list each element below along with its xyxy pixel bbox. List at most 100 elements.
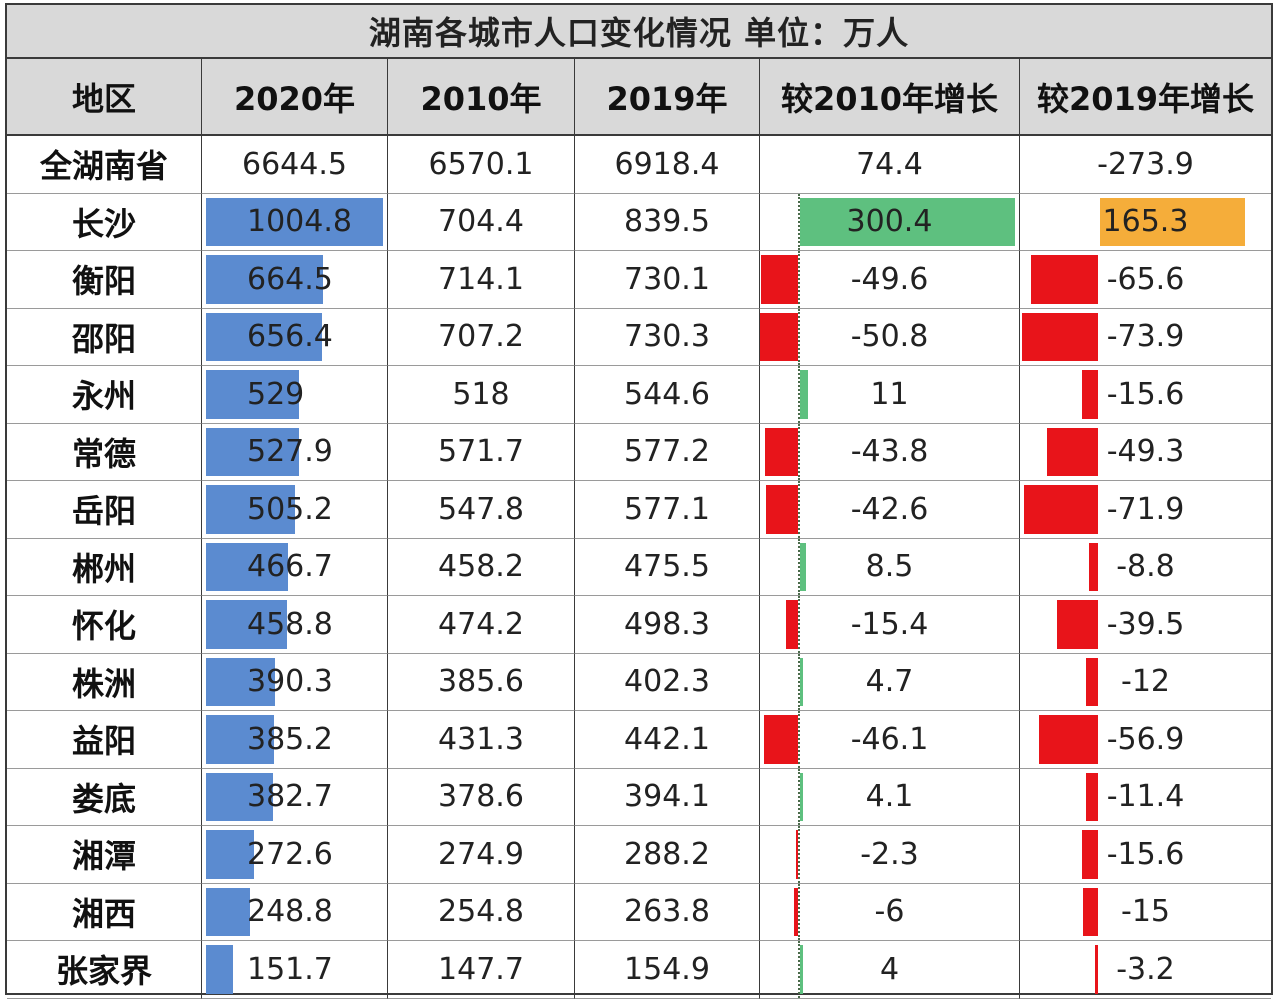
growth-bar-vs-2019 [1086,772,1098,821]
value-2020-cell: 458.8 [202,596,388,654]
growth-vs-2019-text: -71.9 [1106,491,1185,527]
region-text: 永州 [71,377,136,416]
growth-vs-2010-cell: -6 [760,883,1020,941]
growth-vs-2019-cell: -11.4 [1020,769,1271,826]
value-2010-cell: 518 [388,366,575,424]
value-2020-text: 1004.8 [247,204,352,240]
bar-2020 [206,772,274,821]
region-cell: 全湖南省 [7,136,202,194]
growth-bar-vs-2019 [1082,887,1098,936]
region-text: 益阳 [71,722,136,761]
value-2019-cell: 544.6 [575,366,760,424]
growth-bar-vs-2019 [1022,312,1098,361]
value-2020-cell: 505.2 [202,481,388,539]
growth-bar-vs-2010 [765,427,798,476]
value-2010-text: 571.7 [438,434,524,470]
value-2010-cell: 385.6 [388,653,575,711]
value-2020-cell: 664.5 [202,251,388,309]
growth-vs-2019-text: -65.6 [1106,261,1185,297]
zero-axis [798,653,800,710]
growth-vs-2010-cell: 74.4 [760,136,1020,194]
growth-vs-2010-text: 300.4 [846,204,933,240]
growth-bar-vs-2010 [800,772,803,821]
growth-vs-2019-cell: -65.6 [1020,251,1271,309]
value-2020-cell: 382.7 [202,768,388,826]
growth-vs-2019-cell: -39.5 [1020,596,1271,654]
growth-vs-2019-cell: -56.9 [1020,711,1271,769]
value-2010-text: 147.7 [438,951,524,987]
bar-2020 [206,370,300,419]
growth-bar-vs-2010 [800,542,807,591]
region-text: 岳阳 [71,492,136,531]
growth-vs-2010-cell: 300.4 [760,193,1020,251]
growth-bar-vs-2019 [1039,715,1098,764]
value-2020-cell: 656.4 [202,308,388,366]
value-2010-cell: 474.2 [388,596,575,654]
value-2020-cell: 151.7 [202,941,388,999]
value-2010-text: 518 [452,376,510,412]
growth-vs-2010-cell: -46.1 [760,711,1020,769]
value-2010-cell: 431.3 [388,711,575,769]
growth-vs-2019-text: -15.6 [1106,376,1185,412]
region-cell: 娄底 [7,768,202,826]
growth-vs-2019-cell: 165.3 [1020,194,1271,251]
value-2020-cell: 466.7 [202,538,388,596]
bar-2020 [206,830,255,879]
region-cell: 长沙 [7,193,202,251]
growth-vs-2019-text: -12 [1121,664,1170,700]
growth-vs-2019-text: -11.4 [1106,779,1185,815]
growth-vs-2010-text: 4.7 [865,664,914,700]
growth-bar-vs-2010 [800,657,804,706]
zero-axis [798,711,800,768]
value-2020-cell: 527.9 [202,423,388,481]
value-2020-text: 458.8 [247,606,333,642]
value-2010-cell: 714.1 [388,251,575,309]
bar-2020 [206,657,275,706]
value-2020-text: 466.7 [247,549,333,585]
growth-bar-vs-2010 [793,887,798,936]
value-2020-text: 390.3 [247,664,333,700]
value-2020-cell: 248.8 [202,883,388,941]
growth-vs-2019-text: -273.9 [1097,146,1194,182]
header-2019: 2019年 [575,59,760,136]
value-2010-text: 458.2 [438,549,524,585]
value-2019-text: 6918.4 [614,146,720,182]
growth-bar-vs-2019 [1081,830,1098,879]
growth-vs-2010-cell: 4.1 [760,768,1020,826]
value-2020-text: 6644.5 [242,146,347,182]
growth-bar-vs-2010 [763,715,798,764]
region-cell: 张家界 [7,941,202,999]
value-2010-cell: 6570.1 [388,136,575,194]
growth-vs-2010-text: 4.1 [865,779,914,815]
bar-2020 [206,600,287,649]
value-2019-cell: 577.2 [575,423,760,481]
growth-vs-2010-text: -49.6 [850,261,929,297]
bar-2020 [206,197,383,246]
growth-vs-2019-text: -3.2 [1116,951,1175,987]
value-2019-cell: 6918.4 [575,136,760,194]
value-2019-text: 475.5 [624,549,710,585]
value-2019-text: 730.1 [624,261,710,297]
value-2020-text: 382.7 [247,779,333,815]
region-text: 全湖南省 [39,147,168,186]
value-2010-cell: 458.2 [388,538,575,596]
growth-vs-2019-cell: -71.9 [1020,481,1271,539]
growth-vs-2010-cell: 11 [760,366,1020,424]
region-text: 湘潭 [71,837,136,876]
growth-bar-vs-2019 [1094,945,1098,994]
value-2010-text: 6570.1 [428,146,534,182]
growth-bar-vs-2010 [800,370,808,419]
growth-bar-vs-2019 [1100,197,1245,246]
value-2010-text: 254.8 [438,894,524,930]
value-2010-cell: 707.2 [388,308,575,366]
growth-vs-2019-cell: -15 [1020,884,1271,941]
zero-axis [798,251,800,308]
growth-vs-2019-cell: -15.6 [1020,366,1271,424]
value-2019-text: 442.1 [624,721,710,757]
bar-2020 [206,715,274,764]
value-2019-cell: 442.1 [575,711,760,769]
value-2010-text: 707.2 [438,319,524,355]
value-2020-text: 248.8 [247,894,333,930]
growth-vs-2019-cell: -12 [1020,654,1271,711]
value-2010-cell: 571.7 [388,423,575,481]
